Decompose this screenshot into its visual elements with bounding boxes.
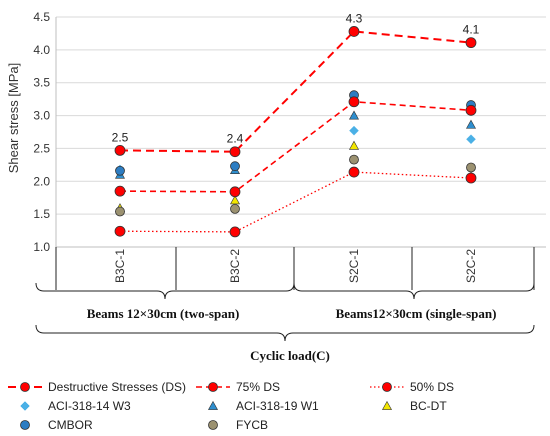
series-point (348, 110, 360, 120)
series-point (348, 26, 360, 37)
legend-marker (382, 382, 392, 392)
series-lines (119, 30, 472, 233)
y-tick-label: 3.0 (33, 109, 50, 123)
series-point (349, 125, 359, 136)
y-tick-label: 4.5 (33, 10, 50, 24)
legend-item: CMBOR (20, 418, 93, 432)
series-point (230, 161, 240, 172)
data-label: 2.4 (227, 132, 244, 146)
series-point (348, 166, 360, 178)
legend-label: ACI-318-14 W3 (48, 399, 131, 413)
grid-lines (56, 16, 546, 248)
category-label: B3C-2 (228, 249, 242, 283)
y-tick-label: 1.5 (33, 207, 50, 221)
series-point (348, 96, 360, 108)
category-labels: B3C-1 B3C-2 S2C-1 S2C-2 (113, 249, 478, 283)
series-point (115, 165, 125, 176)
y-tick-label: 4.0 (33, 43, 50, 57)
legend: Destructive Stresses (DS) 75% DS 50% DS ACI… (8, 380, 454, 432)
legend-marker (20, 382, 30, 392)
category-label: S2C-2 (464, 249, 478, 283)
series-point (466, 134, 476, 145)
legend-marker (207, 400, 219, 410)
bracket-cyclic-load (35, 324, 535, 342)
legend-label: CMBOR (48, 418, 93, 432)
y-tick-label: 3.5 (33, 76, 50, 90)
data-label: 2.5 (112, 130, 129, 144)
legend-label: ACI-318-19 W1 (236, 399, 319, 413)
data-label: 4.1 (463, 23, 480, 37)
legend-item: ACI-318-19 W1 (207, 399, 319, 413)
series-point (349, 154, 359, 165)
series-point (466, 162, 476, 173)
data-label: 4.3 (346, 11, 363, 25)
series-point (114, 185, 126, 197)
series-point (229, 186, 241, 198)
axes (55, 17, 546, 248)
group-label-single-span: Beams12×30cm (single-span) (336, 306, 497, 321)
legend-marker (20, 420, 30, 430)
legend-item: 50% DS (370, 380, 454, 394)
legend-marker (381, 400, 393, 410)
data-labels: 2.5 2.4 4.3 4.1 (112, 11, 480, 145)
legend-item: ACI-318-14 W3 (20, 399, 131, 413)
series-markers (114, 26, 477, 238)
series-point (230, 203, 240, 214)
category-label: S2C-1 (347, 249, 361, 283)
group-label-two-span: Beams 12×30cm (two-span) (87, 306, 240, 321)
outer-group-label: Cyclic load(C) (250, 348, 330, 363)
legend-label: 50% DS (410, 380, 454, 394)
series-point (465, 119, 477, 129)
series-point (115, 206, 125, 217)
legend-label: FYCB (236, 418, 268, 432)
legend-label: Destructive Stresses (DS) (48, 380, 186, 394)
series-point (348, 140, 360, 150)
y-tick-labels: 1.0 1.5 2.0 2.5 3.0 3.5 4.0 4.5 (33, 10, 50, 254)
series-point (229, 146, 241, 158)
series-point (114, 225, 126, 237)
legend-item: FYCB (208, 418, 268, 432)
legend-marker (20, 401, 30, 411)
category-label: B3C-1 (113, 249, 127, 283)
series-point (465, 104, 477, 116)
legend-item: Destructive Stresses (DS) (8, 380, 186, 394)
bracket-two-span (35, 282, 295, 300)
series-point (465, 37, 477, 49)
series-point (229, 195, 241, 205)
y-tick-label: 1.0 (33, 240, 50, 254)
series-point (229, 226, 241, 238)
legend-marker (208, 420, 218, 430)
bracket-single-span (293, 282, 535, 300)
legend-marker (208, 382, 218, 392)
series-line (119, 30, 472, 153)
legend-item: BC-DT (381, 399, 447, 413)
series-line (119, 100, 472, 193)
series-point (465, 172, 477, 184)
y-axis-label: Shear stress [MPa] (6, 63, 21, 174)
y-tick-label: 2.5 (33, 141, 50, 155)
y-tick-label: 2.0 (33, 174, 50, 188)
series-point (114, 144, 126, 156)
legend-label: BC-DT (410, 399, 447, 413)
legend-label: 75% DS (236, 380, 280, 394)
group-brackets (35, 247, 535, 342)
legend-item: 75% DS (196, 380, 280, 394)
